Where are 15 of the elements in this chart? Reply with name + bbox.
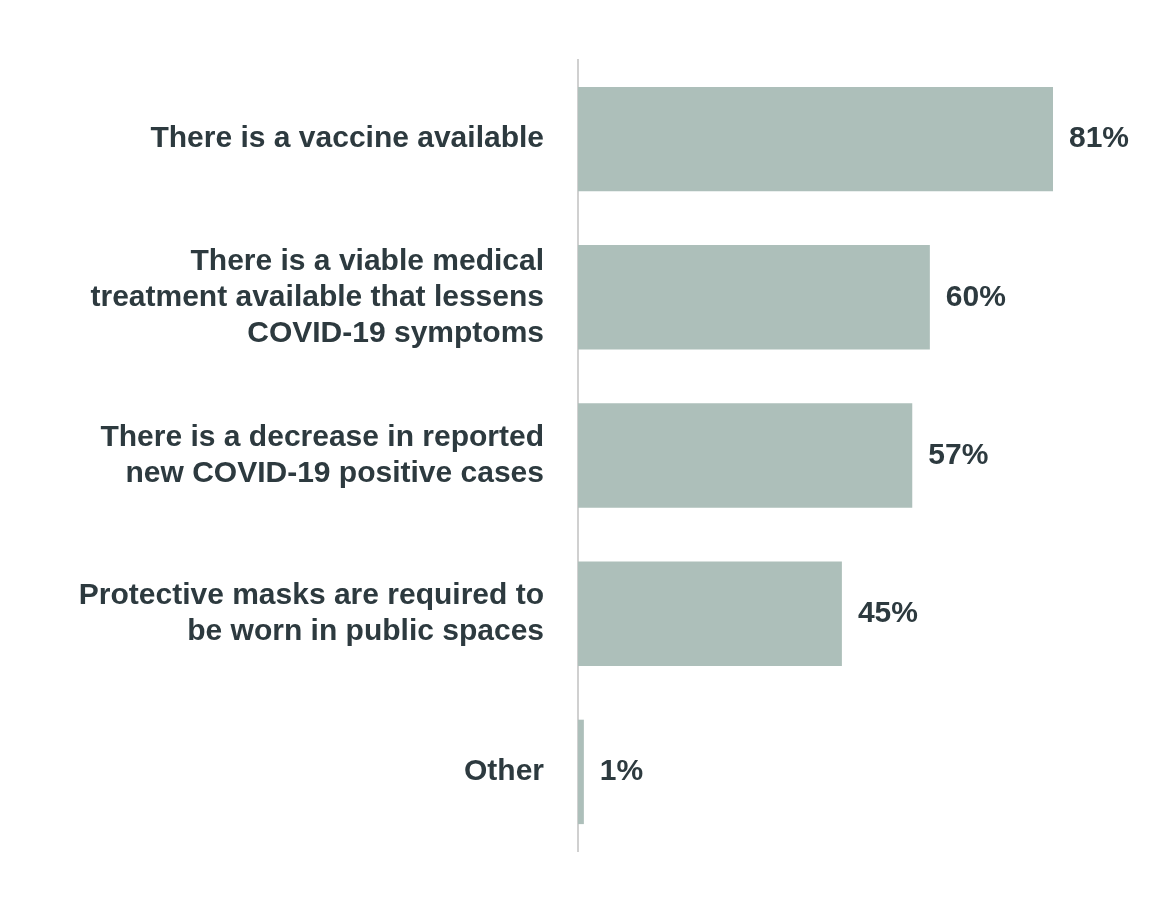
y-tick-label: There is a vaccine available: [150, 120, 544, 154]
data-label: 57%: [928, 436, 989, 470]
bar: [578, 86, 1053, 192]
y-tick-label: Other: [463, 753, 545, 787]
data-label: 60%: [945, 278, 1006, 312]
y-tick-label: There is a viable medical treatment available that lessens COVID-19 symptoms: [90, 242, 544, 348]
bar: [578, 561, 842, 666]
bar: [578, 403, 913, 508]
y-tick-label: There is a decrease in reported new COVID-19 positive cases: [100, 418, 544, 488]
data-label: 45%: [857, 594, 918, 628]
bar: [578, 719, 584, 825]
data-label: 1%: [599, 753, 644, 787]
data-label: 81%: [1069, 120, 1130, 154]
y-tick-label: Protective masks are required to be worn in public spaces: [78, 576, 544, 646]
bar: [578, 245, 930, 350]
